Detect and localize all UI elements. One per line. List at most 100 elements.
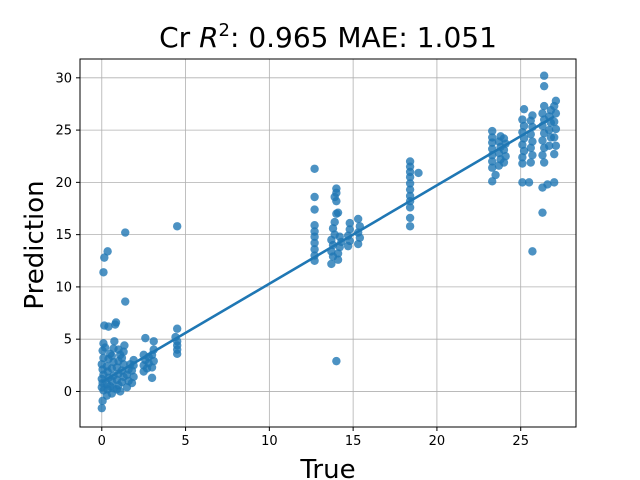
regression-line-group	[101, 115, 555, 384]
data-point	[121, 297, 130, 306]
data-point	[333, 208, 343, 217]
data-point	[110, 337, 119, 346]
data-point	[333, 255, 343, 264]
data-point	[332, 356, 341, 366]
data-point	[405, 185, 415, 194]
data-point	[528, 150, 537, 160]
data-point	[488, 133, 497, 142]
data-point	[405, 203, 415, 212]
data-point	[107, 351, 117, 361]
data-point	[335, 232, 344, 241]
data-point	[310, 227, 319, 236]
data-point	[310, 192, 319, 202]
data-point	[345, 218, 354, 228]
data-point	[100, 343, 110, 352]
data-point	[526, 158, 535, 167]
data-point	[539, 71, 549, 80]
y-tick-label: 10	[55, 280, 72, 295]
data-point	[550, 149, 559, 159]
y-tick-label: 5	[64, 333, 72, 348]
chart-title-prefix: Cr	[159, 21, 199, 54]
data-point	[488, 163, 497, 172]
data-point	[544, 125, 554, 135]
data-point	[103, 247, 112, 256]
x-tick-label: 10	[261, 434, 278, 449]
data-point	[538, 109, 547, 118]
data-point	[310, 221, 319, 230]
data-point	[120, 341, 129, 350]
data-point	[539, 158, 549, 167]
data-point	[551, 141, 561, 150]
data-point	[518, 159, 527, 168]
data-point	[544, 141, 554, 150]
data-point	[488, 126, 497, 136]
chart-title: Cr R2: 0.965 MAE: 1.051	[159, 20, 497, 54]
data-point	[310, 164, 319, 173]
data-point	[538, 136, 547, 145]
data-point	[538, 150, 547, 160]
data-point	[550, 178, 559, 187]
data-point	[97, 403, 106, 413]
x-tick-label: 25	[512, 434, 529, 449]
data-point	[111, 318, 121, 327]
x-tick-label: 0	[98, 434, 106, 449]
data-point	[310, 238, 319, 248]
y-tick-label: 15	[55, 228, 72, 243]
data-point	[405, 191, 415, 201]
data-point	[172, 222, 182, 231]
data-point	[310, 245, 319, 254]
data-point	[499, 134, 509, 143]
data-point	[550, 133, 559, 142]
data-point	[539, 81, 549, 91]
data-point	[414, 168, 423, 178]
data-point	[99, 268, 108, 277]
y-tick-label: 0	[64, 385, 72, 400]
plot-frame	[79, 58, 577, 428]
y-tick-label: 25	[55, 124, 72, 139]
data-point	[539, 101, 549, 111]
data-point	[104, 322, 113, 331]
data-point	[330, 217, 339, 227]
data-point	[491, 170, 500, 180]
chart-title-r: R	[199, 21, 218, 54]
data-point	[172, 324, 182, 333]
data-point	[524, 178, 534, 187]
data-point	[551, 124, 561, 134]
chart-title-rest: : 0.965 MAE: 1.051	[230, 21, 497, 54]
x-tick-label: 5	[181, 434, 189, 449]
data-point	[405, 157, 415, 166]
data-point	[551, 96, 561, 106]
data-point	[550, 117, 559, 126]
x-tick-label: 15	[345, 434, 362, 449]
data-point	[327, 259, 336, 269]
data-point	[538, 208, 547, 217]
data-point	[100, 253, 109, 262]
y-axis-label: Prediction	[20, 180, 50, 309]
data-point	[405, 213, 415, 223]
data-point	[518, 115, 527, 124]
data-point	[119, 347, 128, 356]
y-tick-label: 20	[55, 176, 72, 191]
data-point	[405, 179, 415, 188]
data-point	[528, 247, 537, 256]
data-point	[551, 109, 561, 118]
data-point	[353, 214, 363, 224]
data-point	[147, 373, 157, 383]
data-point	[121, 228, 130, 237]
data-point	[519, 104, 529, 114]
data-point	[488, 177, 497, 186]
data-point	[488, 157, 497, 166]
data-point	[332, 184, 341, 193]
data-point	[405, 222, 415, 231]
data-point	[518, 178, 527, 187]
data-point	[116, 387, 125, 396]
x-tick-label: 20	[429, 434, 446, 449]
y-tick-label: 30	[55, 71, 72, 86]
data-point	[345, 225, 354, 234]
axis-ticks: 0 5 10 15 20 25 0 5 10 15 20 25 30	[55, 71, 529, 449]
data-point	[149, 337, 158, 346]
chart-title-sup: 2	[219, 20, 230, 41]
data-point	[528, 111, 537, 120]
x-axis-label: True	[299, 455, 355, 480]
